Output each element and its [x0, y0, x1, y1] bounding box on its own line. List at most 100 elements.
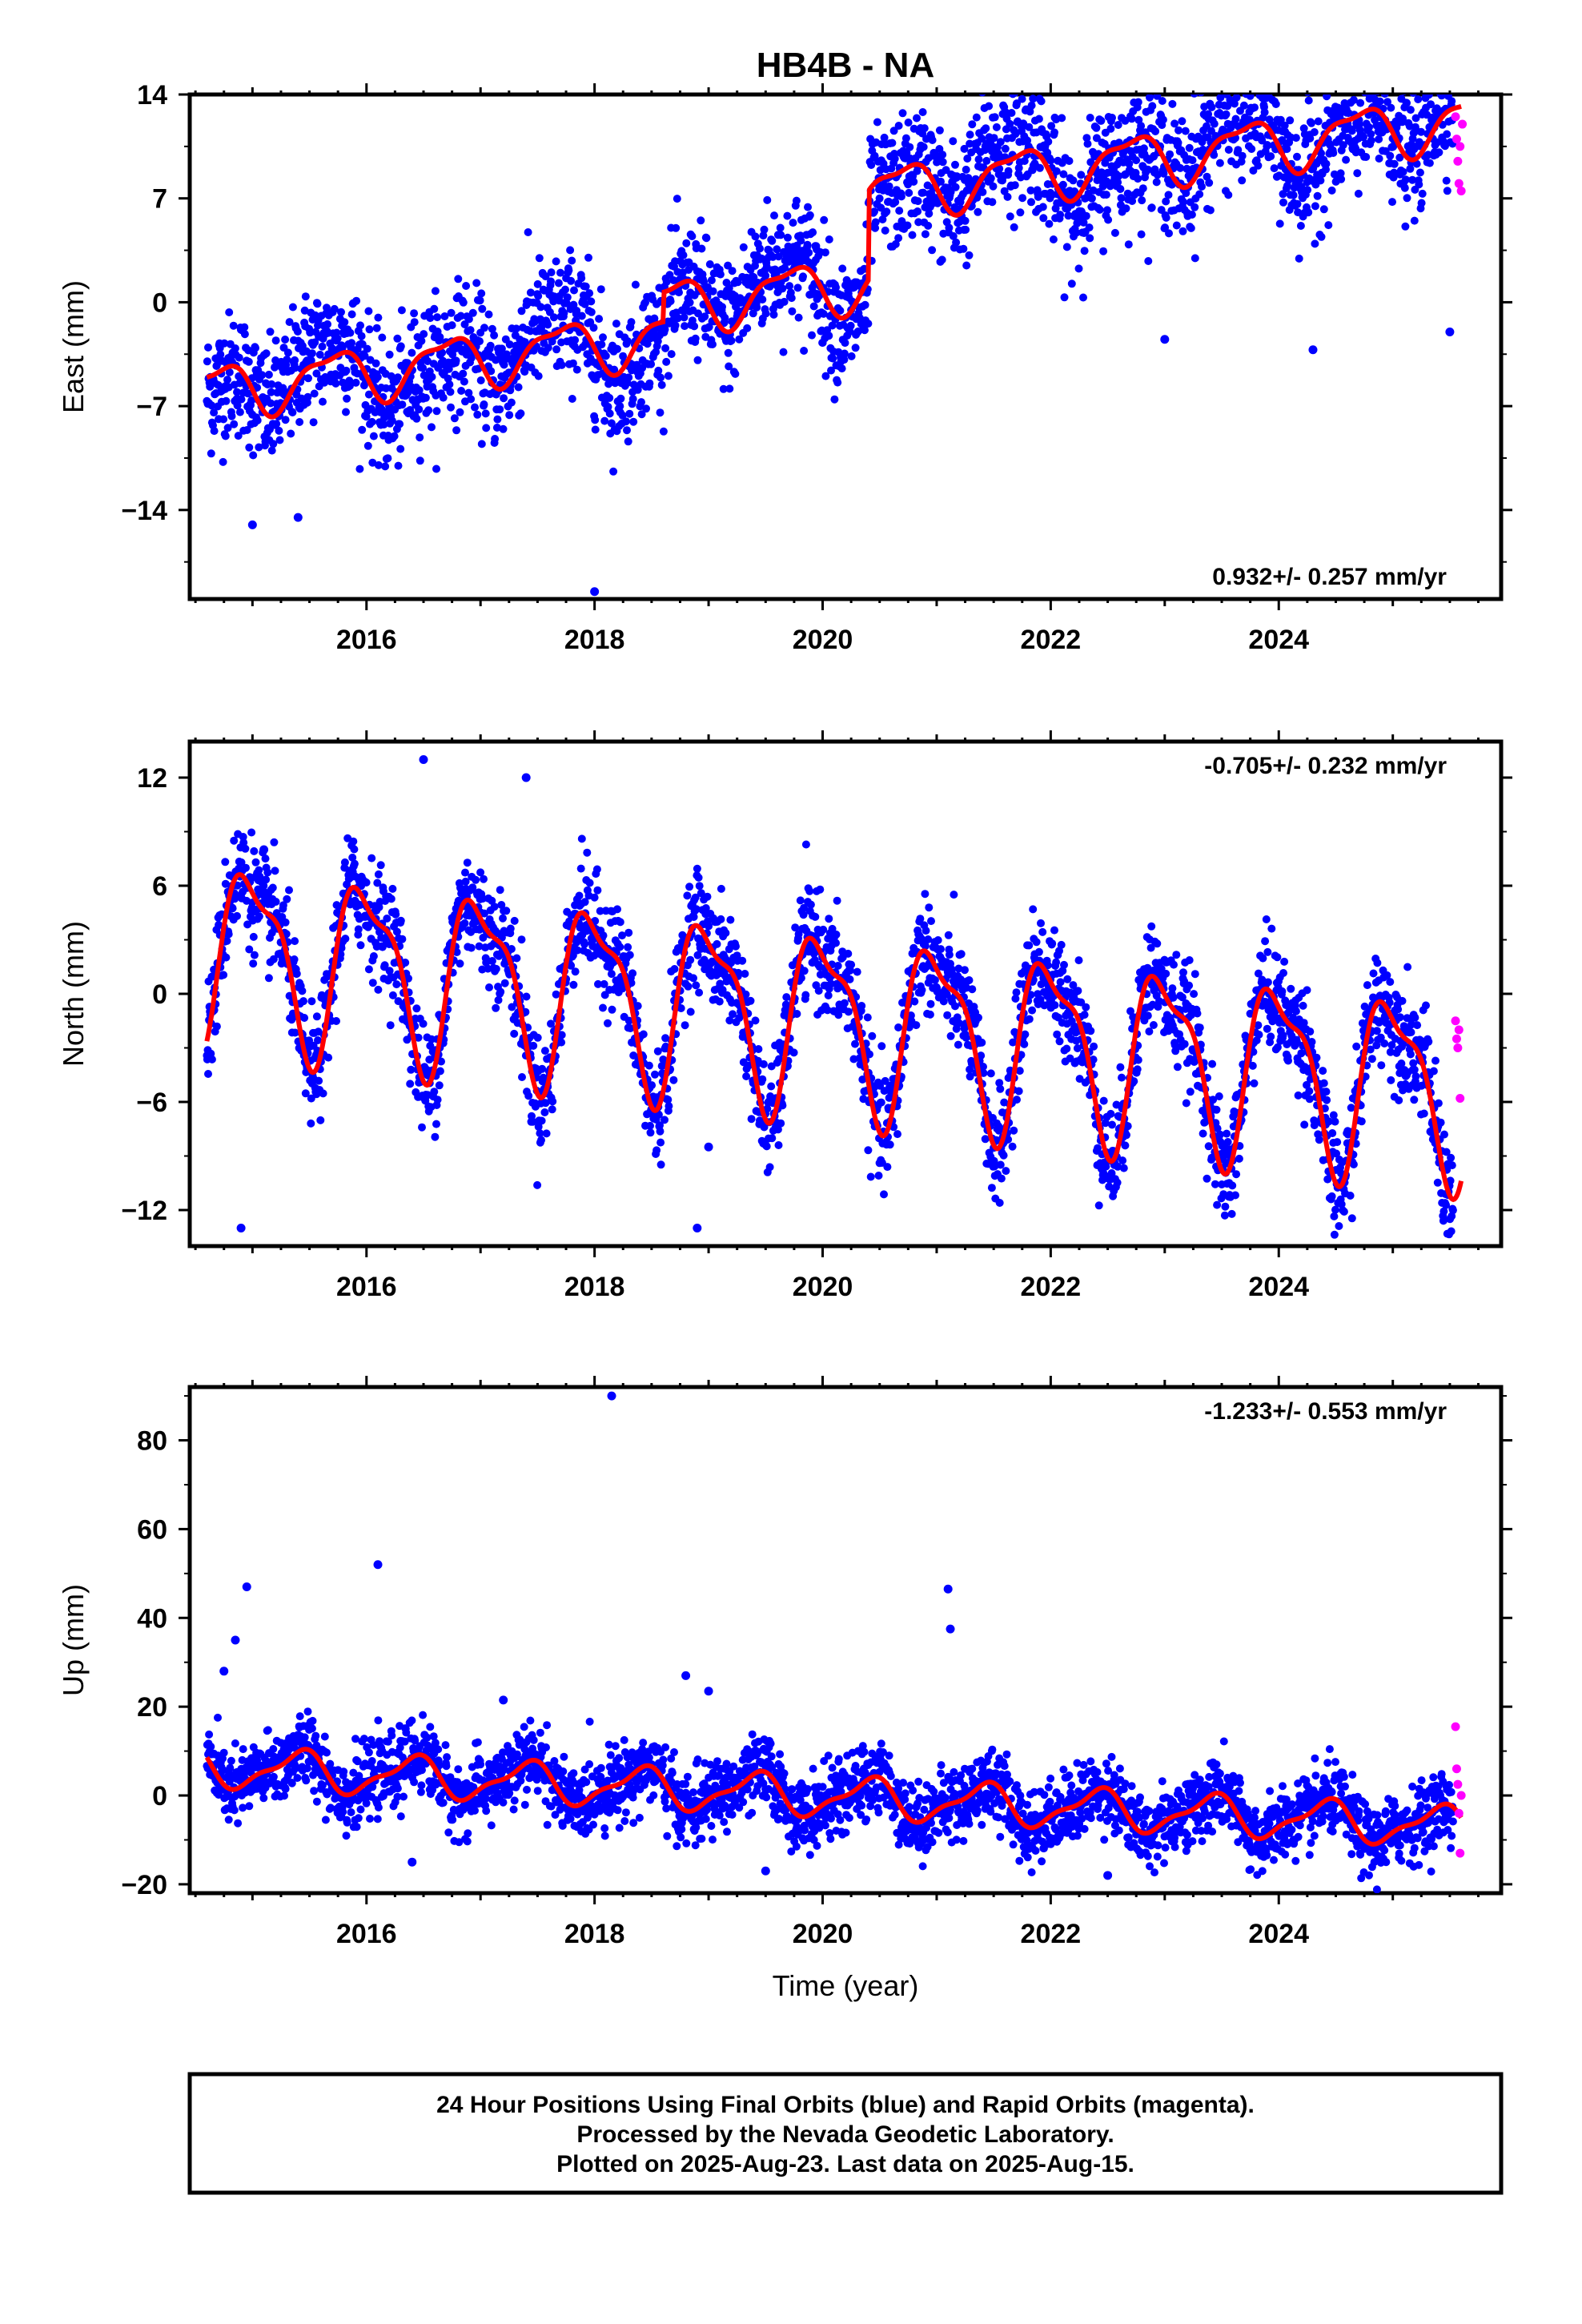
north-data-point [316, 1116, 325, 1124]
north-data-point [893, 1130, 901, 1139]
east-rapid-point [1452, 135, 1461, 144]
north-data-point [624, 943, 632, 951]
east-data-point [1449, 34, 1457, 42]
north-data-point [747, 1115, 756, 1124]
east-data-point [1263, 141, 1271, 149]
east-data-point [701, 312, 709, 321]
east-data-point [898, 109, 907, 118]
north-data-point [380, 961, 389, 970]
east-data-point [323, 320, 331, 328]
east-data-point [821, 248, 829, 257]
north-data-point [670, 965, 679, 973]
east-data-point [1197, 94, 1205, 97]
east-data-point [756, 244, 764, 253]
north-data-point [1037, 919, 1045, 927]
north-data-point [533, 1033, 542, 1042]
east-data-point [1327, 186, 1336, 195]
east-data-point [913, 197, 922, 206]
east-data-point [1069, 176, 1078, 185]
east-data-point [871, 218, 880, 227]
east-data-point [778, 284, 787, 293]
east-data-point [1018, 94, 1026, 103]
north-data-point [1106, 1109, 1115, 1118]
north-data-point [392, 980, 401, 989]
north-data-point [207, 1055, 216, 1063]
east-data-point [1324, 221, 1333, 230]
east-data-point [1035, 163, 1044, 172]
north-data-point [576, 864, 585, 873]
north-data-point [616, 918, 624, 927]
east-data-point [345, 381, 354, 390]
east-data-point [471, 403, 479, 412]
east-data-point [460, 377, 468, 386]
east-data-point [604, 380, 613, 388]
east-data-point [659, 427, 668, 436]
east-data-point [607, 419, 616, 428]
north-data-point [374, 870, 383, 879]
east-data-point [1216, 94, 1225, 102]
east-data-point [882, 207, 891, 216]
east-data-point [1257, 28, 1265, 36]
north-data-point [732, 942, 740, 951]
north-data-point [255, 912, 263, 921]
east-data-point [482, 424, 491, 432]
north-data-point [431, 1132, 440, 1141]
east-data-point [243, 426, 251, 434]
east-outlier-point [590, 587, 600, 597]
east-data-point [1128, 197, 1137, 205]
north-data-point [401, 959, 410, 967]
east-data-point [709, 340, 717, 348]
east-data-point [220, 339, 229, 348]
east-data-point [825, 332, 833, 340]
east-data-point [355, 464, 364, 473]
east-data-point [557, 360, 566, 369]
north-data-point [624, 1016, 633, 1025]
north-data-point [648, 1081, 656, 1090]
east-data-point [1246, 115, 1254, 124]
east-data-point [881, 226, 889, 235]
east-data-point [785, 282, 794, 291]
north-data-point [713, 939, 721, 948]
east-data-point [587, 297, 596, 306]
north-data-point [541, 1099, 550, 1108]
north-data-point [689, 974, 697, 983]
east-data-point [662, 277, 671, 286]
east-data-point [520, 368, 529, 376]
east-data-point [825, 235, 833, 243]
east-data-point [1259, 70, 1267, 78]
east-data-point [219, 415, 228, 424]
east-data-point [1034, 115, 1043, 123]
north-x-tick-label: 2020 [793, 1272, 853, 1302]
east-data-point [1297, 183, 1306, 191]
east-data-point [247, 396, 256, 404]
east-data-point [1442, 78, 1450, 86]
east-data-point [624, 437, 632, 446]
east-data-point [452, 356, 460, 365]
east-data-point [1322, 159, 1331, 168]
north-data-point [305, 1036, 314, 1045]
north-data-point [616, 943, 624, 951]
east-data-point [577, 312, 586, 320]
north-data-point [539, 1073, 548, 1082]
north-data-point [718, 986, 727, 994]
east-data-point [1244, 74, 1252, 82]
east-data-point [233, 401, 242, 410]
east-data-point [1010, 78, 1018, 86]
east-data-point [373, 372, 382, 381]
north-data-point [646, 1121, 654, 1130]
east-data-point [390, 432, 399, 440]
north-y-tick-label: 12 [137, 763, 167, 794]
east-y-tick-label: −7 [136, 392, 167, 422]
east-data-point [1249, 167, 1258, 175]
east-data-point [1239, 101, 1248, 110]
north-data-point [646, 1128, 655, 1137]
east-data-point [685, 298, 694, 307]
north-data-point [312, 1012, 321, 1021]
east-data-point [371, 359, 380, 368]
east-data-point [805, 211, 814, 219]
east-data-point [1347, 127, 1356, 135]
north-x-tick-label: 2022 [1021, 1272, 1082, 1302]
east-data-point [1059, 170, 1068, 179]
east-data-point [820, 215, 829, 224]
north-data-point [414, 1033, 423, 1042]
